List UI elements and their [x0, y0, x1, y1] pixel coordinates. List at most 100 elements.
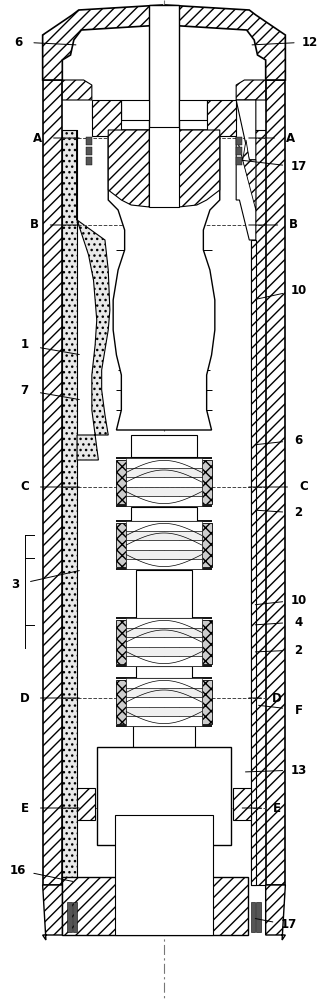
Text: 10: 10	[290, 593, 307, 606]
Text: 6: 6	[14, 35, 22, 48]
Text: 4: 4	[294, 615, 303, 629]
Polygon shape	[43, 5, 162, 80]
Bar	[149, 127, 179, 207]
Polygon shape	[266, 885, 285, 940]
Bar	[149, 5, 179, 135]
Text: B: B	[30, 219, 39, 232]
Bar	[86, 157, 92, 165]
Bar	[126, 521, 202, 531]
Polygon shape	[108, 130, 220, 430]
Polygon shape	[166, 5, 285, 80]
Bar	[116, 680, 126, 724]
Text: F: F	[295, 704, 302, 716]
Bar	[126, 540, 202, 550]
Text: 16: 16	[10, 863, 26, 876]
Bar	[73, 902, 77, 932]
Bar	[236, 147, 242, 155]
Bar	[86, 137, 92, 145]
Polygon shape	[92, 100, 121, 136]
Polygon shape	[108, 130, 149, 207]
Polygon shape	[236, 80, 266, 100]
Bar	[126, 618, 202, 628]
Polygon shape	[62, 80, 92, 100]
Bar	[126, 628, 202, 637]
Bar	[86, 147, 92, 155]
Polygon shape	[62, 130, 77, 885]
Bar	[131, 435, 197, 457]
Bar	[202, 523, 212, 567]
Text: B: B	[289, 219, 298, 232]
Bar	[126, 656, 202, 666]
Text: 10: 10	[290, 284, 307, 296]
Bar	[251, 902, 255, 932]
Bar	[97, 747, 231, 845]
Bar	[207, 104, 236, 120]
Text: D: D	[20, 692, 30, 704]
Polygon shape	[251, 240, 256, 885]
Bar	[92, 104, 121, 120]
Bar	[126, 697, 202, 707]
Bar	[126, 477, 202, 487]
Bar	[126, 458, 202, 468]
Text: 17: 17	[290, 160, 307, 174]
Bar	[115, 815, 213, 935]
Bar	[136, 570, 192, 618]
Polygon shape	[43, 885, 62, 940]
Bar	[126, 468, 202, 477]
Bar	[116, 460, 126, 504]
Bar	[126, 637, 202, 647]
Text: 2: 2	[295, 506, 302, 520]
Text: A: A	[286, 131, 295, 144]
Text: 13: 13	[290, 764, 307, 776]
Text: 2: 2	[295, 644, 302, 656]
Polygon shape	[236, 100, 256, 240]
Bar	[67, 902, 72, 932]
Bar	[202, 680, 212, 724]
Bar	[131, 507, 197, 521]
Polygon shape	[236, 100, 256, 160]
Text: A: A	[33, 131, 42, 144]
Bar	[126, 559, 202, 569]
Bar	[116, 620, 126, 664]
Bar	[126, 550, 202, 559]
Text: D: D	[272, 692, 282, 704]
Bar	[126, 647, 202, 656]
Bar	[126, 688, 202, 697]
Bar	[126, 716, 202, 726]
Bar	[126, 487, 202, 496]
Bar	[126, 531, 202, 540]
Bar	[236, 137, 242, 145]
Text: 1: 1	[21, 338, 29, 352]
Bar	[236, 157, 242, 165]
Polygon shape	[179, 100, 207, 120]
Bar	[136, 506, 192, 507]
Text: C: C	[299, 481, 308, 493]
Polygon shape	[43, 80, 62, 885]
Bar	[233, 788, 251, 820]
Polygon shape	[266, 80, 285, 885]
Text: 6: 6	[294, 434, 303, 446]
Text: E: E	[21, 802, 29, 814]
Bar	[202, 620, 212, 664]
Polygon shape	[77, 130, 110, 460]
Bar	[126, 707, 202, 716]
Bar	[256, 902, 261, 932]
Text: 7: 7	[21, 383, 29, 396]
Bar	[133, 726, 195, 748]
Bar	[126, 678, 202, 688]
Bar	[116, 523, 126, 567]
Text: 12: 12	[302, 35, 318, 48]
Text: C: C	[20, 481, 29, 493]
Polygon shape	[179, 130, 220, 207]
Bar	[62, 877, 248, 935]
Polygon shape	[207, 100, 236, 136]
Bar	[77, 788, 95, 820]
Text: E: E	[273, 802, 281, 814]
Text: 3: 3	[11, 578, 19, 591]
Bar	[136, 666, 192, 678]
Polygon shape	[251, 130, 266, 885]
Polygon shape	[121, 100, 149, 120]
Bar	[202, 460, 212, 504]
Text: 17: 17	[280, 918, 297, 932]
Bar	[126, 496, 202, 506]
